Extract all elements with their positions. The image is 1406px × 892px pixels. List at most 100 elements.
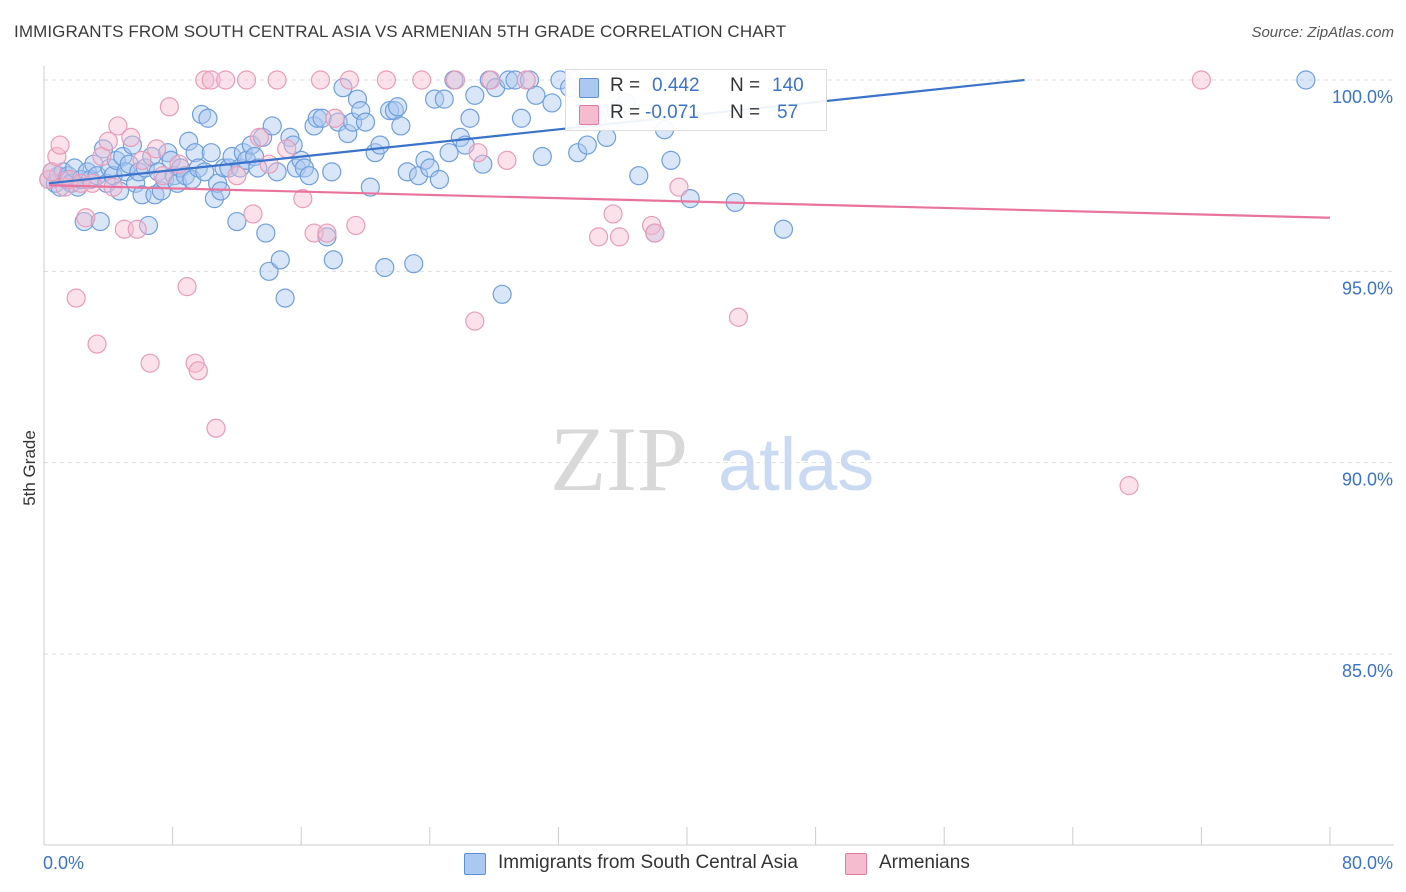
data-point bbox=[127, 219, 147, 239]
data-point bbox=[412, 70, 432, 90]
data-point bbox=[728, 307, 749, 327]
data-point bbox=[216, 70, 236, 90]
y-tick-label: 90.0% bbox=[1342, 470, 1393, 490]
data-point bbox=[333, 78, 353, 98]
data-point bbox=[146, 139, 167, 159]
data-point bbox=[360, 177, 380, 197]
data-point bbox=[322, 162, 342, 182]
data-point bbox=[243, 204, 263, 224]
data-point bbox=[603, 204, 623, 224]
data-point bbox=[222, 146, 242, 167]
data-point bbox=[325, 108, 345, 128]
legend-r-value: -0.071 bbox=[645, 102, 699, 123]
trendlines bbox=[48, 78, 1331, 219]
data-point bbox=[773, 219, 794, 239]
data-point bbox=[338, 123, 358, 144]
axes bbox=[43, 66, 1394, 846]
data-point bbox=[577, 135, 597, 155]
data-point bbox=[460, 108, 480, 128]
data-point bbox=[119, 154, 139, 174]
data-point bbox=[532, 146, 552, 167]
data-point bbox=[473, 154, 493, 174]
data-point bbox=[277, 139, 297, 159]
data-point bbox=[323, 250, 343, 270]
data-point bbox=[497, 150, 517, 170]
data-point bbox=[275, 288, 295, 308]
data-point bbox=[259, 261, 279, 281]
legend-r-value: 0.442 bbox=[652, 75, 700, 96]
data-point bbox=[492, 284, 512, 304]
bottom-legend-label-immigrants: Immigrants from South Central Asia bbox=[498, 852, 798, 873]
data-point bbox=[259, 154, 279, 174]
data-point bbox=[629, 166, 649, 186]
y-axis-label: 5th Grade bbox=[20, 430, 39, 506]
data-point bbox=[248, 158, 268, 178]
legend-row-immigrants: R = 0.442 N = 140 bbox=[566, 74, 826, 100]
data-point bbox=[262, 116, 282, 136]
y-tick-labels: 100.0% 95.0% 90.0% 85.0% bbox=[1332, 87, 1393, 681]
bottom-legend: Immigrants from South Central Asia Armen… bbox=[0, 851, 1406, 877]
data-point bbox=[511, 108, 532, 128]
data-point bbox=[90, 211, 110, 232]
stats-legend: R = 0.442 N = 140 R = -0.071 N = 57 bbox=[565, 69, 827, 131]
data-point bbox=[47, 146, 67, 167]
data-point bbox=[376, 70, 396, 90]
data-point bbox=[375, 257, 395, 278]
data-point bbox=[241, 135, 261, 155]
legend-r-label: R = bbox=[610, 75, 641, 96]
data-point bbox=[1119, 476, 1139, 496]
data-point bbox=[138, 215, 159, 236]
data-point bbox=[1296, 70, 1316, 90]
data-point bbox=[66, 288, 86, 308]
data-point bbox=[98, 131, 118, 151]
data-point bbox=[609, 227, 630, 247]
legend-n-label: N = bbox=[730, 75, 761, 96]
data-point bbox=[397, 162, 417, 182]
data-point bbox=[391, 116, 411, 136]
data-point bbox=[267, 70, 287, 90]
data-point bbox=[227, 166, 247, 186]
data-point bbox=[355, 112, 376, 132]
data-point bbox=[198, 108, 218, 128]
data-point bbox=[568, 143, 588, 163]
data-point bbox=[211, 181, 231, 201]
bottom-legend-label-armenians: Armenians bbox=[879, 852, 970, 873]
data-point bbox=[76, 208, 96, 228]
data-point bbox=[542, 93, 562, 113]
data-point bbox=[388, 97, 408, 117]
data-point bbox=[516, 70, 536, 90]
data-point bbox=[188, 361, 208, 381]
data-point bbox=[293, 189, 313, 209]
data-point bbox=[185, 143, 205, 163]
data-point bbox=[227, 211, 247, 232]
data-point bbox=[206, 418, 226, 438]
data-point bbox=[346, 215, 366, 236]
legend-row-armenians: R = -0.071 N = 57 bbox=[566, 101, 826, 127]
data-point bbox=[179, 131, 199, 151]
legend-n-value: 57 bbox=[777, 102, 799, 123]
data-point bbox=[434, 89, 454, 109]
data-point bbox=[669, 177, 689, 197]
legend-n-value: 140 bbox=[772, 75, 804, 96]
data-point bbox=[201, 143, 221, 163]
data-point bbox=[121, 127, 141, 147]
y-tick-label: 100.0% bbox=[1332, 87, 1393, 107]
x-tick-max: 80.0% bbox=[1342, 853, 1393, 873]
data-point bbox=[270, 250, 290, 270]
data-point bbox=[526, 85, 546, 105]
data-point bbox=[42, 162, 62, 182]
data-point bbox=[299, 166, 319, 186]
data-point bbox=[351, 101, 371, 121]
data-point bbox=[425, 89, 445, 109]
data-point bbox=[310, 70, 331, 90]
watermark-atlas: atlas bbox=[718, 423, 874, 506]
y-tick-label: 95.0% bbox=[1342, 278, 1393, 298]
data-point bbox=[87, 334, 107, 354]
data-point bbox=[267, 162, 287, 182]
bottom-legend-swatch-pink bbox=[845, 853, 867, 875]
data-point bbox=[465, 85, 485, 105]
data-point bbox=[680, 189, 700, 209]
source-label: Source: ZipAtlas.com bbox=[1251, 24, 1394, 41]
data-point bbox=[588, 227, 609, 247]
